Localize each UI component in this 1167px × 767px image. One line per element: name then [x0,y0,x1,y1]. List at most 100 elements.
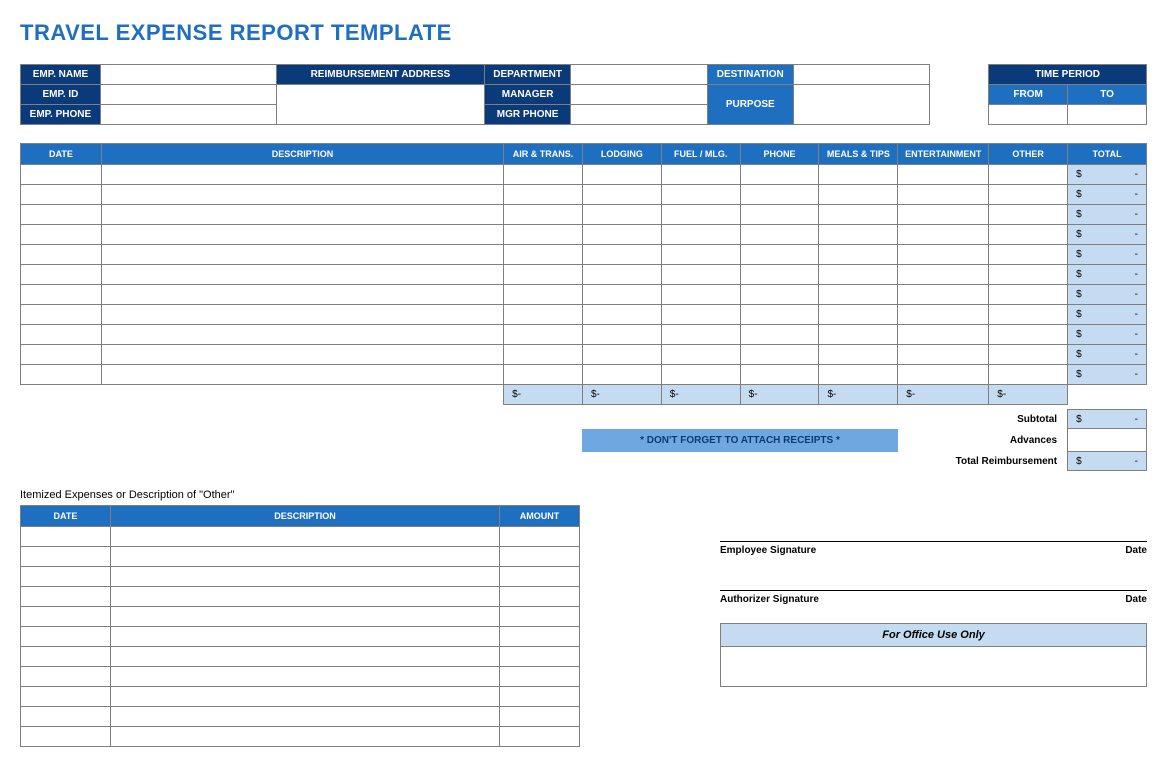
expense-cell[interactable] [740,245,819,265]
expense-cell[interactable] [989,345,1068,365]
expense-cell[interactable] [582,265,661,285]
expense-cell[interactable] [989,245,1068,265]
other-cell[interactable] [110,527,499,547]
emp-name-field[interactable] [100,65,276,85]
expense-cell[interactable] [661,225,740,245]
from-field[interactable] [989,105,1068,125]
other-cell[interactable] [21,727,111,747]
expense-cell[interactable] [898,185,989,205]
expense-cell[interactable] [989,205,1068,225]
expense-cell[interactable] [101,245,503,265]
expense-cell[interactable] [898,285,989,305]
expense-cell[interactable] [740,365,819,385]
expense-cell[interactable] [21,265,102,285]
expense-cell[interactable] [582,225,661,245]
expense-cell[interactable] [101,165,503,185]
expense-cell[interactable] [21,205,102,225]
expense-cell[interactable] [989,225,1068,245]
other-cell[interactable] [500,587,580,607]
expense-cell[interactable] [504,225,583,245]
expense-cell[interactable] [740,345,819,365]
other-cell[interactable] [110,547,499,567]
expense-cell[interactable] [504,305,583,325]
expense-cell[interactable] [898,325,989,345]
expense-cell[interactable] [819,205,898,225]
advances-value[interactable] [1068,429,1147,452]
other-cell[interactable] [500,667,580,687]
expense-cell[interactable] [898,265,989,285]
other-cell[interactable] [500,607,580,627]
expense-cell[interactable] [661,165,740,185]
other-cell[interactable] [500,707,580,727]
office-use-field[interactable] [720,647,1147,687]
expense-cell[interactable] [21,325,102,345]
expense-cell[interactable] [661,325,740,345]
expense-cell[interactable] [21,225,102,245]
expense-cell[interactable] [582,185,661,205]
expense-cell[interactable] [740,325,819,345]
expense-cell[interactable] [661,365,740,385]
reimb-address-field[interactable] [276,85,485,125]
expense-cell[interactable] [740,305,819,325]
expense-cell[interactable] [989,285,1068,305]
expense-cell[interactable] [661,285,740,305]
expense-cell[interactable] [819,285,898,305]
purpose-field[interactable] [793,85,930,125]
expense-cell[interactable] [740,285,819,305]
expense-cell[interactable] [21,165,102,185]
emp-id-field[interactable] [100,85,276,105]
other-cell[interactable] [500,547,580,567]
expense-cell[interactable] [989,365,1068,385]
expense-cell[interactable] [504,285,583,305]
expense-cell[interactable] [101,345,503,365]
expense-cell[interactable] [21,245,102,265]
expense-cell[interactable] [819,225,898,245]
expense-cell[interactable] [898,245,989,265]
expense-cell[interactable] [582,345,661,365]
expense-cell[interactable] [661,305,740,325]
expense-cell[interactable] [21,345,102,365]
expense-cell[interactable] [582,305,661,325]
expense-cell[interactable] [101,205,503,225]
other-cell[interactable] [500,647,580,667]
expense-cell[interactable] [898,165,989,185]
other-cell[interactable] [21,587,111,607]
other-cell[interactable] [110,667,499,687]
department-field[interactable] [571,65,708,85]
expense-cell[interactable] [819,305,898,325]
expense-cell[interactable] [898,205,989,225]
expense-cell[interactable] [989,305,1068,325]
other-cell[interactable] [110,587,499,607]
expense-cell[interactable] [740,265,819,285]
expense-cell[interactable] [101,185,503,205]
other-cell[interactable] [110,567,499,587]
expense-cell[interactable] [819,365,898,385]
expense-cell[interactable] [989,265,1068,285]
expense-cell[interactable] [101,365,503,385]
other-cell[interactable] [21,607,111,627]
expense-cell[interactable] [582,365,661,385]
expense-cell[interactable] [898,225,989,245]
expense-cell[interactable] [21,185,102,205]
expense-cell[interactable] [898,345,989,365]
other-cell[interactable] [500,687,580,707]
other-cell[interactable] [110,647,499,667]
other-cell[interactable] [21,527,111,547]
expense-cell[interactable] [582,245,661,265]
expense-cell[interactable] [740,165,819,185]
expense-cell[interactable] [582,165,661,185]
expense-cell[interactable] [504,365,583,385]
expense-cell[interactable] [21,305,102,325]
expense-cell[interactable] [504,205,583,225]
expense-cell[interactable] [819,345,898,365]
expense-cell[interactable] [898,305,989,325]
other-cell[interactable] [110,707,499,727]
other-cell[interactable] [500,627,580,647]
expense-cell[interactable] [582,205,661,225]
expense-cell[interactable] [989,165,1068,185]
expense-cell[interactable] [504,185,583,205]
expense-cell[interactable] [898,365,989,385]
other-cell[interactable] [21,647,111,667]
expense-cell[interactable] [101,285,503,305]
other-cell[interactable] [110,607,499,627]
